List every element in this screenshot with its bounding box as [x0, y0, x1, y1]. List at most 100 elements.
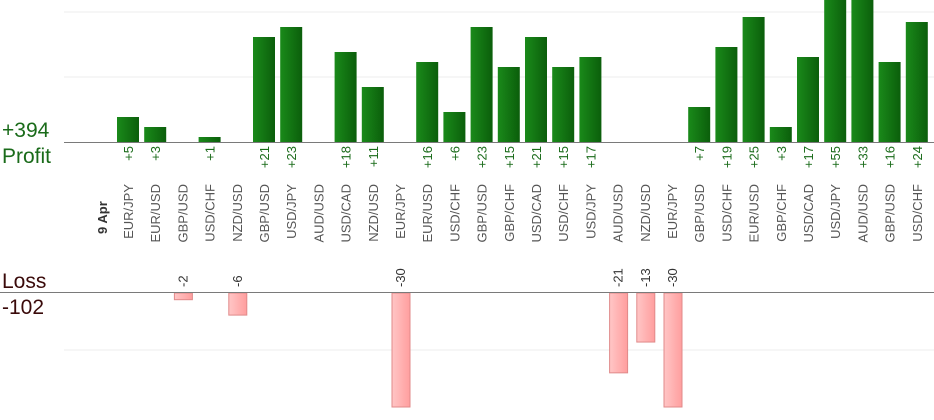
category-label: GBP/CHF [774, 184, 789, 242]
profit-value-label: +16 [883, 146, 898, 168]
loss-value-label: -30 [665, 268, 680, 287]
profit-value-label: +23 [475, 146, 490, 168]
category-label: USD/CHF [719, 184, 734, 242]
date-label: 9 Apr [95, 201, 110, 234]
profit-value-label: +25 [747, 146, 762, 168]
category-label: GBP/USD [175, 184, 190, 243]
category-label: EUR/JPY [393, 184, 408, 239]
profit-value-label: +15 [502, 146, 517, 168]
loss-bar [636, 292, 656, 343]
profit-bar [361, 87, 384, 142]
profit-bar [688, 107, 711, 142]
profit-bar [851, 0, 874, 142]
profit-value-label: +24 [910, 146, 925, 168]
loss-value-label: -21 [611, 268, 626, 287]
loss-bar [609, 292, 629, 374]
loss-value-label: -30 [393, 268, 408, 287]
profit-bar [742, 17, 765, 142]
loss-value-label: -6 [230, 275, 245, 287]
category-label: USD/CAD [801, 184, 816, 243]
loss-value-label: -13 [638, 268, 653, 287]
category-label: GBP/USD [883, 184, 898, 243]
profit-bar [497, 67, 520, 142]
category-label: EUR/USD [747, 184, 762, 243]
profit-value-label: +33 [855, 146, 870, 168]
profit-bar [280, 27, 303, 142]
profit-total: +394 [2, 119, 50, 142]
category-label: USD/CAD [529, 184, 544, 243]
profit-bars [117, 0, 928, 142]
profit-value-label: +11 [366, 146, 381, 167]
category-label: USD/JPY [828, 184, 843, 239]
profit-value-label: +5 [121, 146, 136, 161]
loss-label: Loss [2, 270, 47, 293]
category-label: NZD/USD [366, 184, 381, 242]
profit-bar [144, 127, 167, 142]
category-label: USD/JPY [583, 184, 598, 239]
loss-value-labels: -2 -6 -30 -21 -13 -30 [175, 268, 680, 287]
profit-value-label: +17 [801, 146, 816, 168]
category-label: AUD/USD [311, 184, 326, 243]
loss-bars [173, 292, 683, 408]
profit-value-label: +17 [583, 146, 598, 168]
category-label: EUR/USD [420, 184, 435, 243]
category-label: EUR/JPY [121, 184, 136, 239]
category-label: AUD/USD [855, 184, 870, 243]
profit-bar [715, 47, 738, 142]
profit-bar [824, 0, 847, 142]
profit-bar [905, 22, 928, 142]
profit-bar [416, 62, 439, 142]
profit-value-label: +21 [257, 146, 272, 168]
loss-bar [663, 292, 683, 408]
profit-value-label: +3 [774, 146, 789, 161]
profit-bar [579, 57, 602, 142]
axes [0, 142, 934, 293]
profit-bar [470, 27, 493, 142]
category-label: AUD/USD [611, 184, 626, 243]
category-label: NZD/USD [638, 184, 653, 242]
profit-bar [525, 37, 547, 142]
loss-bar [391, 292, 411, 408]
category-label: USD/JPY [284, 184, 299, 239]
profit-bar [878, 62, 901, 142]
profit-value-label: +7 [692, 146, 707, 161]
profit-value-label: +18 [339, 146, 354, 168]
category-label: USD/CHF [447, 184, 462, 242]
category-label: USD/CHF [910, 184, 925, 242]
profit-value-label: +1 [203, 146, 218, 161]
category-label: GBP/CHF [502, 184, 517, 242]
category-label: USD/CHF [203, 184, 218, 242]
loss-value-label: -2 [175, 275, 190, 287]
profit-bar [769, 127, 792, 142]
category-label: USD/CAD [339, 184, 354, 243]
profit-bar [117, 117, 139, 142]
category-label: GBP/USD [692, 184, 707, 243]
profit-label: Profit [2, 145, 52, 168]
category-label: NZD/USD [230, 184, 245, 242]
profit-value-label: +19 [719, 146, 734, 168]
category-label: EUR/JPY [665, 184, 680, 239]
profit-value-label: +55 [828, 146, 843, 168]
category-label: EUR/USD [148, 184, 163, 243]
profit-value-label: +21 [529, 146, 544, 168]
category-label: GBP/USD [257, 184, 272, 243]
profit-value-label: +15 [556, 146, 571, 168]
profit-bar [797, 57, 819, 142]
profit-bar [443, 112, 466, 142]
profit-value-label: +3 [148, 146, 163, 161]
profit-value-label: +23 [284, 146, 299, 168]
category-labels: EUR/JPY EUR/USD GBP/USD USD/CHF NZD/USD GBP/U… [121, 184, 925, 243]
category-label: GBP/USD [475, 184, 490, 243]
profit-value-label: +6 [447, 146, 462, 161]
loss-total: -102 [2, 296, 45, 319]
category-label: USD/CHF [556, 184, 571, 242]
profit-bar [253, 37, 275, 142]
profit-bar [552, 67, 575, 142]
loss-bar [173, 292, 193, 301]
profit-value-labels: +5 +3 +1 +21 +23 +18 +11 +16 +6 +23 +15 +21 +15 +17 +7… [121, 146, 925, 168]
profit-bar [198, 137, 221, 142]
profit-bar [334, 52, 357, 142]
loss-bar [228, 292, 248, 316]
profit-value-label: +16 [420, 146, 435, 168]
